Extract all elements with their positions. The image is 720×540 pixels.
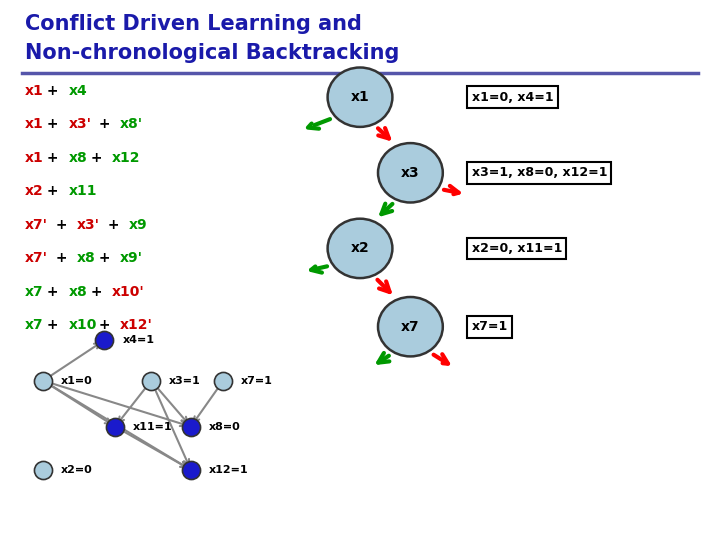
Point [37,376,49,385]
Text: Conflict Driven Learning and: Conflict Driven Learning and [25,14,362,33]
Text: x2: x2 [351,241,369,255]
Text: x1=0: x1=0 [61,376,93,386]
Text: Non-chronological Backtracking: Non-chronological Backtracking [25,43,400,63]
Text: x7: x7 [25,318,44,332]
Text: x1: x1 [25,151,44,165]
Text: +: + [103,218,125,232]
Text: +: + [42,285,64,299]
Text: +: + [42,318,64,332]
Text: x2: x2 [25,184,44,198]
Text: +: + [42,117,64,131]
Text: x12': x12' [120,318,153,332]
Point [37,465,49,474]
Text: x7: x7 [401,320,420,334]
Point [217,376,229,385]
Text: x1: x1 [25,117,44,131]
Text: +: + [94,251,116,265]
Point [145,376,157,385]
Text: x7': x7' [25,251,48,265]
Text: +: + [51,251,73,265]
Text: x3': x3' [77,218,100,232]
Text: x7: x7 [25,285,44,299]
Text: +: + [42,84,64,98]
Text: x8: x8 [77,251,96,265]
Text: x12=1: x12=1 [209,465,248,475]
Text: x1=0, x4=1: x1=0, x4=1 [472,91,553,104]
Text: x11: x11 [68,184,97,198]
Text: +: + [94,318,116,332]
Text: x8': x8' [120,117,143,131]
Text: x2=0: x2=0 [61,465,93,475]
Text: x3=1: x3=1 [169,376,201,386]
Text: x7=1: x7=1 [241,376,273,386]
Text: x4=1: x4=1 [122,335,154,345]
Point [109,422,121,431]
Text: x4: x4 [68,84,87,98]
Text: x9': x9' [120,251,143,265]
Text: +: + [42,184,64,198]
Text: x7=1: x7=1 [472,320,508,333]
Text: +: + [94,117,116,131]
Text: +: + [86,151,107,165]
Text: +: + [86,285,107,299]
Text: x2=0, x11=1: x2=0, x11=1 [472,242,562,255]
Text: x12: x12 [112,151,140,165]
Text: x3=1, x8=0, x12=1: x3=1, x8=0, x12=1 [472,166,607,179]
Ellipse shape [378,297,443,356]
Text: x8: x8 [68,151,87,165]
Text: +: + [51,218,73,232]
Point [185,465,197,474]
Text: x8=0: x8=0 [209,422,240,431]
Point [185,422,197,431]
Text: x10: x10 [68,318,96,332]
Text: x7': x7' [25,218,48,232]
Ellipse shape [378,143,443,202]
Point [99,336,110,345]
Text: x1: x1 [351,90,369,104]
Text: x1: x1 [25,84,44,98]
Text: +: + [42,151,64,165]
Text: x10': x10' [112,285,144,299]
Text: x3': x3' [68,117,91,131]
Text: x3: x3 [401,166,420,180]
Text: x8: x8 [68,285,87,299]
Ellipse shape [328,219,392,278]
Text: x9: x9 [129,218,148,232]
Ellipse shape [328,68,392,127]
Text: x11=1: x11=1 [133,422,173,431]
